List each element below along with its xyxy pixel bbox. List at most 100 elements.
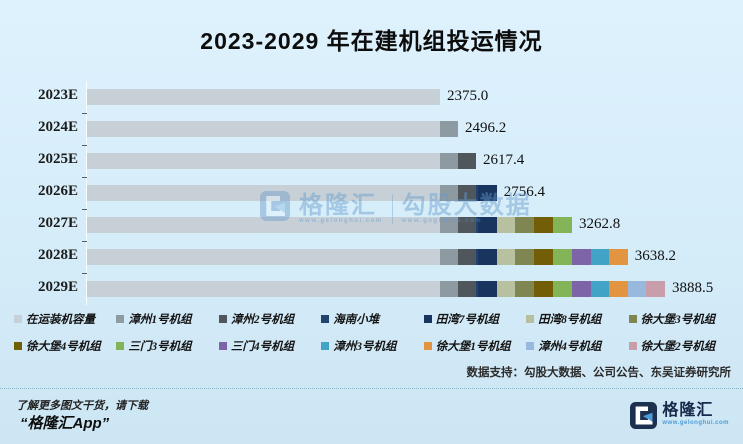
legend-swatch <box>218 342 227 350</box>
legend-swatch <box>628 315 637 323</box>
legend-swatch <box>628 342 637 350</box>
bar-segment <box>609 249 628 265</box>
bar-segment <box>646 281 665 297</box>
bar-stack <box>87 153 477 169</box>
axis-tick <box>82 273 87 274</box>
bar-segment <box>458 249 477 265</box>
bar-segment <box>477 281 497 297</box>
bar-segment <box>440 217 459 233</box>
legend-item: 海南小堆 <box>321 311 423 327</box>
gelonghui-brand: 格隆汇 www.gelonghui.com <box>630 402 729 434</box>
legend-swatch <box>321 342 330 350</box>
bar-segment <box>496 281 516 297</box>
chart-legend: 在运装机容量 漳州1号机组 漳州2号机组 海南小堆 田湾7号机组 田湾8号机组 徐大堡3号机… <box>14 311 731 365</box>
legend-item: 田湾8号机组 <box>526 311 628 327</box>
legend-swatch <box>526 342 535 350</box>
value-label: 2756.4 <box>503 184 545 200</box>
bar-row-2026E: 2026E 2756.4 <box>0 177 743 209</box>
bar-segment <box>496 217 516 233</box>
axis-tick <box>82 177 87 178</box>
bar-segment <box>476 185 478 201</box>
value-label: 3888.5 <box>672 280 714 296</box>
promo-text: 了解更多图文干货，请下载 <box>16 400 148 412</box>
legend-row-2: 徐大堡4号机组 三门3号机组 三门4号机组 漳州3号机组 徐大堡1号机组 漳州4号机组 徐大… <box>14 338 731 354</box>
legend-item: 漳州2号机组 <box>218 311 321 327</box>
legend-row-1: 在运装机容量 漳州1号机组 漳州2号机组 海南小堆 田湾7号机组 田湾8号机组 徐大堡3号机… <box>14 311 731 327</box>
bar-segment <box>440 153 459 169</box>
y-axis-line <box>86 81 87 305</box>
bar-segment <box>553 217 572 233</box>
category-label: 2029E <box>37 279 78 295</box>
legend-label: 田湾7号机组 <box>435 314 499 326</box>
bar-segment <box>87 89 441 105</box>
bar-segment <box>477 185 497 201</box>
legend-swatch <box>14 315 22 323</box>
bar-segment <box>440 185 459 201</box>
legend-label: 徐大堡4号机组 <box>26 341 101 353</box>
legend-label: 漳州4号机组 <box>538 341 602 353</box>
bar-segment <box>87 249 441 265</box>
gelonghui-logo-icon <box>630 402 658 434</box>
category-label: 2024E <box>37 119 78 135</box>
legend-swatch <box>423 315 432 323</box>
bar-segment <box>515 217 535 233</box>
legend-item: 漳州4号机组 <box>526 338 628 354</box>
value-label: 2617.4 <box>483 152 525 168</box>
legend-label: 漳州2号机组 <box>230 314 295 326</box>
axis-tick <box>82 145 87 146</box>
value-label: 3262.8 <box>578 216 621 232</box>
bar-segment <box>476 281 478 297</box>
legend-swatch <box>14 342 22 350</box>
bar-segment <box>609 281 628 297</box>
legend-item: 三门3号机组 <box>116 338 218 354</box>
bar-row-2027E: 2027E 3262.8 <box>0 209 743 241</box>
bar-segment <box>590 281 610 297</box>
axis-tick <box>82 241 87 242</box>
bar-stack <box>87 185 497 201</box>
chart-title: 2023-2029 年在建机组投运情况 <box>200 28 543 54</box>
data-credit: 数据支持：勾股大数据、公司公告、东吴证券研究所 <box>466 367 732 379</box>
bar-segment <box>477 249 497 265</box>
bar-segment <box>627 281 647 297</box>
bar-stack <box>87 217 572 233</box>
legend-label: 漳州3号机组 <box>333 341 397 353</box>
category-label: 2025E <box>37 151 78 167</box>
bar-stack <box>87 89 441 105</box>
brand-url: www.gelonghui.com <box>662 419 729 426</box>
app-name-text: “格隆汇App” <box>20 415 110 432</box>
bar-segment <box>590 249 610 265</box>
legend-item: 徐大堡4号机组 <box>14 338 116 354</box>
category-label: 2028E <box>37 247 78 263</box>
bar-segment <box>496 249 516 265</box>
legend-swatch <box>423 342 432 350</box>
bar-stack <box>87 121 459 137</box>
value-label: 2375.0 <box>447 88 489 104</box>
bar-stack <box>87 249 628 265</box>
bar-segment <box>534 217 554 233</box>
bar-row-2028E: 2028E 3638.2 <box>0 241 743 273</box>
bar-segment <box>87 217 441 233</box>
category-label: 2026E <box>37 183 78 199</box>
legend-swatch <box>526 315 535 323</box>
bar-segment <box>515 281 535 297</box>
value-label: 2496.2 <box>465 120 507 136</box>
bar-segment <box>87 121 441 137</box>
bar-segment <box>477 217 497 233</box>
bar-segment <box>476 249 478 265</box>
bar-segment <box>458 185 477 201</box>
category-label: 2027E <box>37 215 78 231</box>
bar-segment <box>515 249 535 265</box>
brand-name: 格隆汇 <box>662 402 714 419</box>
axis-tick <box>82 209 87 210</box>
bar-segment <box>534 281 554 297</box>
bar-segment <box>553 281 572 297</box>
legend-item: 在运装机容量 <box>14 311 116 327</box>
bar-segment <box>476 217 478 233</box>
bar-row-2025E: 2025E 2617.4 <box>0 145 743 177</box>
divider-line <box>0 388 743 389</box>
legend-swatch <box>116 315 125 323</box>
legend-item: 徐大堡3号机组 <box>628 311 731 327</box>
legend-item: 漳州1号机组 <box>116 311 218 327</box>
bar-row-2024E: 2024E 2496.2 <box>0 113 743 145</box>
